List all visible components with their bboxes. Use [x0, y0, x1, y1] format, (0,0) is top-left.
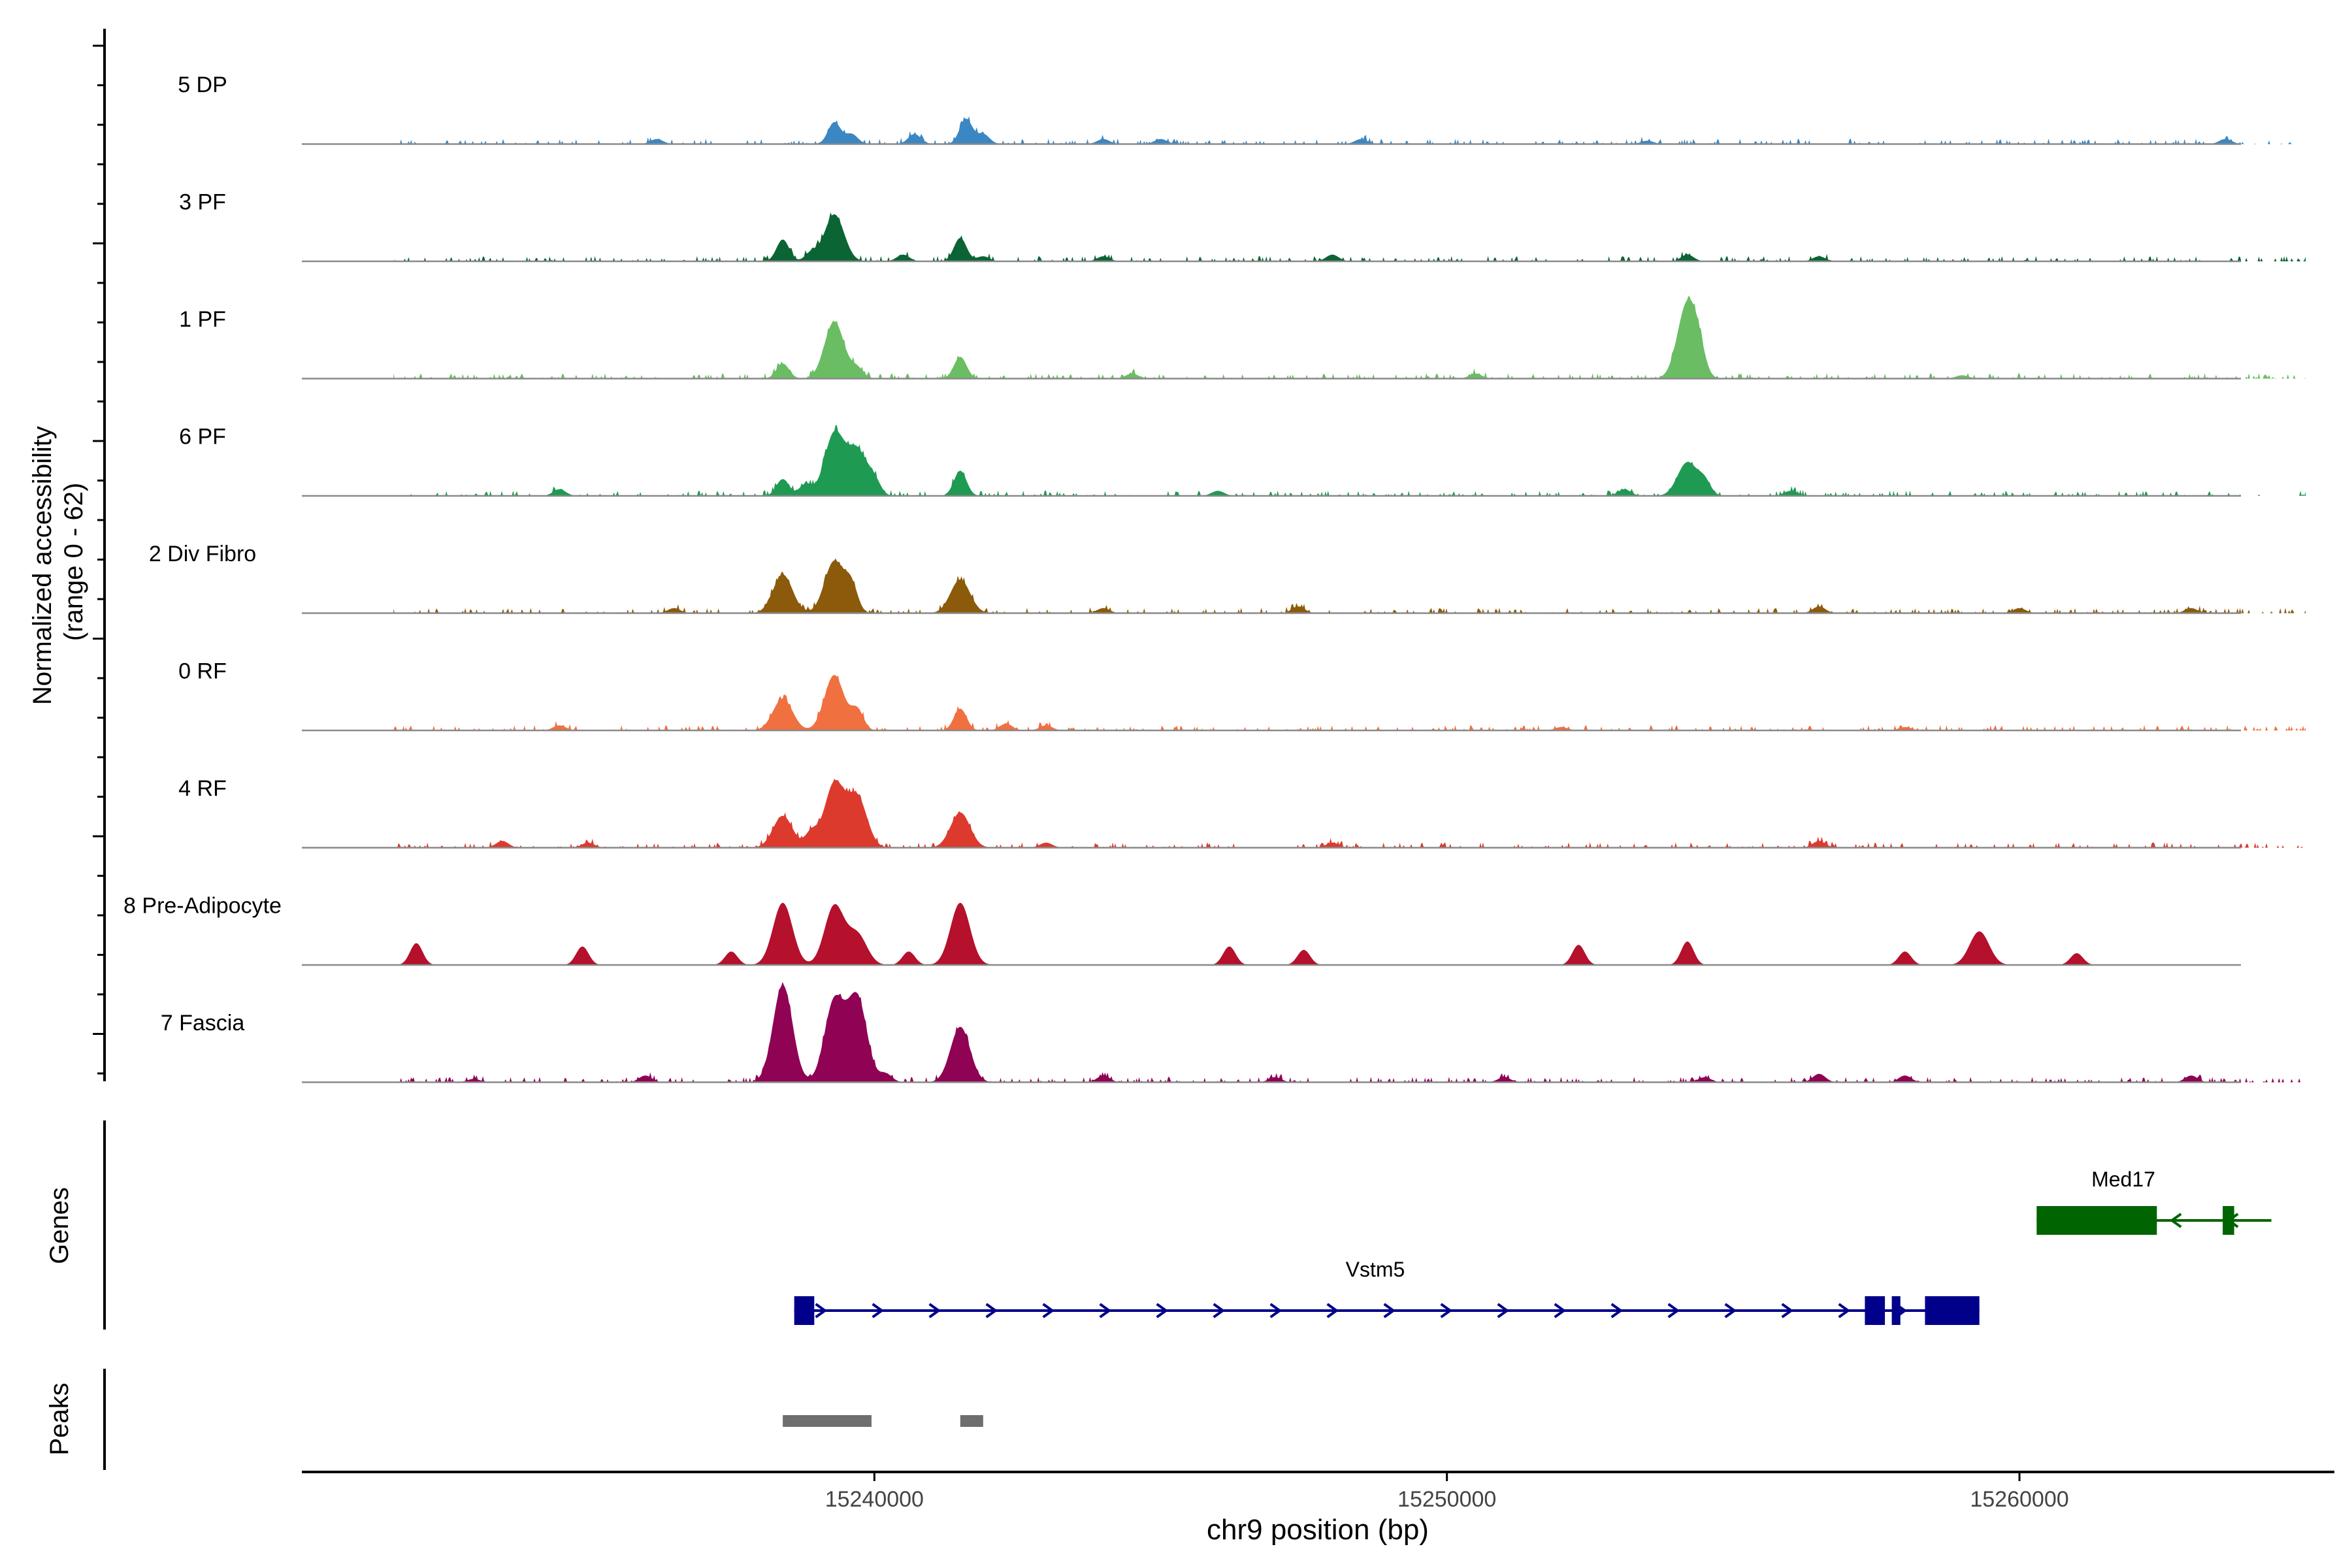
y-axis-label-line2: (range 0 - 62) [59, 483, 88, 641]
x-axis-label: chr9 position (bp) [1207, 1514, 1429, 1546]
strand-chevron [1724, 1303, 1737, 1318]
track-8-pre-adipocyte: 8 Pre-Adipocyte [123, 894, 2306, 966]
y-axis-label-line1: Normalized accessibility [28, 426, 57, 705]
track-1-pf: 1 PF [179, 296, 2306, 380]
track-signal [393, 902, 2306, 965]
track-signal [393, 981, 2306, 1083]
track-label: 3 PF [179, 190, 226, 215]
strand-chevron [1838, 1303, 1851, 1318]
track-label: 0 RF [178, 659, 227, 684]
coverage-tracks: 5 DP 3 PF 1 PF 6 PF 2 Div Fibro 0 RF 4 RF 8 Pre… [123, 73, 2306, 1083]
track-signal [393, 425, 2306, 496]
strand-chevron [815, 1303, 828, 1318]
x-tick-label: 15250000 [1397, 1487, 1496, 1512]
gene-med17: Med17 [2036, 1168, 2272, 1235]
strand-chevron [1610, 1303, 1624, 1318]
strand-chevron [1781, 1303, 1794, 1318]
peak-regions [783, 1415, 983, 1427]
gene-exon [2223, 1206, 2234, 1235]
track-signal [393, 558, 2306, 613]
strand-chevron [1667, 1303, 1680, 1318]
coverage-y-axis-ticks [93, 44, 105, 1075]
track-7-fascia: 7 Fascia [161, 981, 2306, 1083]
track-2-div-fibro: 2 Div Fibro [149, 542, 2306, 614]
track-label: 8 Pre-Adipocyte [123, 894, 282, 919]
strand-chevron [1156, 1303, 1169, 1318]
strand-chevron [1213, 1303, 1226, 1318]
track-4-rf: 4 RF [178, 776, 2306, 849]
gene-exon [794, 1296, 815, 1325]
strand-chevron [1099, 1303, 1112, 1318]
gene-annotations: Vstm5 Med17 [794, 1168, 2272, 1325]
x-tick-label: 15260000 [1970, 1487, 2068, 1512]
coverage-y-axis-label: Normalized accessibility (range 0 - 62) [28, 419, 88, 705]
track-6-pf: 6 PF [179, 425, 2306, 497]
strand-chevron [1269, 1303, 1282, 1318]
strand-chevron [872, 1303, 885, 1318]
gene-exon [1891, 1296, 1901, 1325]
gene-exon [1925, 1296, 1980, 1325]
gene-name: Med17 [2091, 1168, 2155, 1191]
track-3-pf: 3 PF [179, 190, 2306, 263]
strand-chevron [1497, 1303, 1510, 1318]
strand-chevron [1326, 1303, 1339, 1318]
genes-panel-label: Genes [45, 1187, 74, 1264]
track-label: 4 RF [178, 776, 227, 801]
gene-exon [1865, 1296, 1886, 1325]
strand-chevron [1554, 1303, 1567, 1318]
strand-chevron [1042, 1303, 1055, 1318]
track-label: 1 PF [179, 307, 226, 332]
strand-chevron [985, 1303, 998, 1318]
x-tick-label: 15240000 [825, 1487, 924, 1512]
peak-region [783, 1415, 872, 1427]
x-axis-ticks: 15240000 15250000 15260000 [825, 1472, 2069, 1512]
track-label: 6 PF [179, 425, 226, 449]
gene-exon [2036, 1206, 2157, 1235]
gene-vstm5: Vstm5 [794, 1258, 1980, 1325]
strand-chevron [928, 1303, 941, 1318]
track-0-rf: 0 RF [178, 659, 2306, 732]
peaks-panel-label: Peaks [45, 1382, 74, 1455]
strand-chevron [1383, 1303, 1396, 1318]
track-5-dp: 5 DP [178, 73, 2306, 145]
track-label: 7 Fascia [161, 1011, 245, 1036]
track-label: 5 DP [178, 73, 227, 97]
strand-chevron [2169, 1213, 2182, 1228]
peak-region [960, 1415, 983, 1427]
gene-name: Vstm5 [1346, 1258, 1405, 1281]
strand-chevron [1440, 1303, 1453, 1318]
track-label: 2 Div Fibro [149, 542, 256, 566]
